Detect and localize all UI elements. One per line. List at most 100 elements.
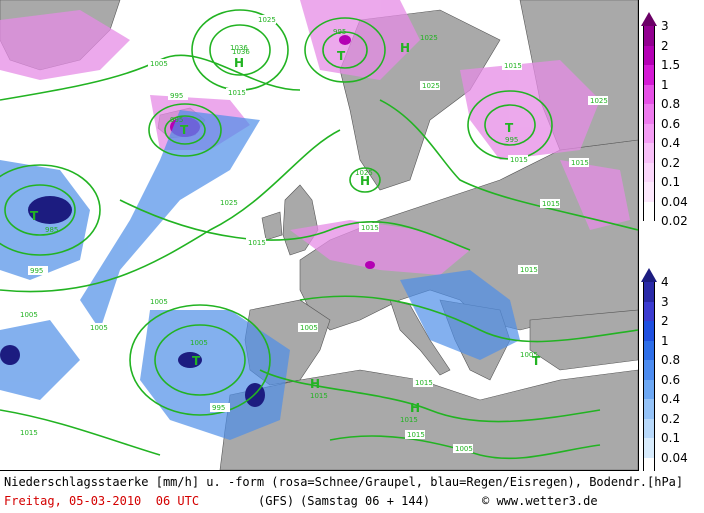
precipitation-map[interactable]: H T T H T T H H T T H 1025 1005 1015 1036 99…: [0, 0, 639, 471]
pressure-center-value: 1025: [420, 34, 438, 42]
isobar-label: 1015: [542, 200, 560, 208]
scale-label: 1.5: [661, 58, 681, 72]
scale-label: 0.04: [661, 450, 688, 465]
pressure-center-value: 985: [45, 226, 58, 234]
scale-color-cell: [643, 162, 655, 182]
scale-label: 0.8: [661, 97, 681, 111]
land-europe: [299, 139, 638, 341]
isobar-label-bg: [226, 88, 246, 97]
isobar-label-bg: [569, 158, 589, 167]
scale-color-cell: [643, 360, 655, 380]
isobar-label: 1005: [455, 445, 473, 453]
pressure-center-h: H: [234, 56, 244, 70]
pressure-center-t: T: [30, 209, 39, 223]
scale-color-cell: [643, 182, 655, 202]
isobar-label: 1005: [90, 324, 108, 332]
land-africa: [219, 369, 638, 470]
isobar-label: 1015: [415, 379, 433, 387]
isobar-label-bg: [230, 47, 250, 56]
scale-label: 0.04: [661, 194, 688, 209]
scale-label: 3: [661, 19, 669, 33]
isobar-label: 1005: [20, 311, 38, 319]
isobar-label-bg: [256, 15, 276, 24]
scale-color-cell: [643, 321, 655, 341]
scale-label: 0.6: [661, 116, 681, 131]
scale-label: 4: [661, 275, 669, 289]
scale-color-cell: [643, 201, 655, 221]
land-italy: [389, 299, 451, 376]
isobar-label-bg: [148, 297, 168, 306]
scale-color-cell: [643, 399, 655, 419]
isobar-label: 1005: [150, 60, 168, 68]
pressure-center-t: T: [505, 121, 514, 135]
isobar-label: 1015: [361, 224, 379, 232]
scale-color-cell: [643, 301, 655, 321]
pressure-center-t: T: [532, 354, 541, 368]
isobar-label-bg: [588, 96, 608, 105]
isobar-label-bg: [168, 91, 188, 100]
isobar-label-bg: [359, 223, 379, 232]
scale-label: 0.2: [661, 411, 681, 426]
isobar-label: 1036: [232, 48, 250, 56]
model-name: (GFS): [258, 494, 295, 508]
isobar-label-bg: [540, 199, 560, 208]
pressure-center-t: T: [180, 123, 189, 137]
scale-color-cell: [643, 26, 655, 46]
pressure-center-value: 1005: [520, 351, 538, 359]
scale-color-cell: [643, 84, 655, 104]
land-turkey: [529, 309, 638, 371]
isobar-label: 1015: [228, 89, 246, 97]
pressure-center-value: 1015: [310, 392, 328, 400]
model-run: (Samstag 06 + 144): [300, 494, 431, 508]
isobar-label: 1015: [248, 239, 266, 247]
scale-color-cell: [643, 143, 655, 163]
pressure-center-value: 1005: [190, 339, 208, 347]
pressure-center-h: H: [360, 174, 370, 188]
credit-link[interactable]: © www.wetter3.de: [482, 494, 598, 508]
isobar-label: 995: [30, 267, 43, 275]
pressure-center-h: H: [400, 41, 410, 55]
chart-description: Niederschlagsstaerke [mm/h] u. -form (ro…: [4, 475, 684, 489]
scale-label: 0.4: [661, 392, 681, 406]
legend-panel: 3 2 1.5 1 0.8 0.6 0.4 0.2 0.1 0.04 0.02 4 3 2 1 0.8 0.6…: [639, 0, 704, 491]
isobar-label: 1025: [258, 16, 276, 24]
scale-label: 0.02: [661, 214, 688, 228]
isobar-label: 1015: [520, 266, 538, 274]
scale-color-cell: [643, 282, 655, 302]
isobar-label: 1025: [590, 97, 608, 105]
pressure-center-t: T: [337, 49, 346, 63]
scale-arrow-bottom: [641, 221, 657, 235]
isobar-label-bg: [218, 198, 238, 207]
scale-arrow-top: [641, 268, 657, 282]
rain-areas: [0, 110, 520, 440]
pressure-centers: H T T H T T H H T T H: [30, 41, 541, 415]
pressure-center-value: 995: [505, 136, 518, 144]
isobar-label: 1015: [571, 159, 589, 167]
isobars: [0, 9, 638, 460]
scale-color-cell: [643, 379, 655, 399]
scale-color-cell: [643, 418, 655, 438]
isobar-label-bg: [88, 323, 108, 332]
pressure-center-value: 1036: [230, 44, 248, 52]
isobar-label: 1015: [510, 156, 528, 164]
scale-label: 0.8: [661, 353, 681, 367]
chart-footer: Niederschlagsstaerke [mm/h] u. -form (ro…: [0, 471, 704, 513]
scale-color-cell: [643, 123, 655, 143]
pressure-center-h: H: [310, 377, 320, 391]
land-ireland: [261, 211, 283, 241]
scale-color-cell: [643, 45, 655, 65]
pressure-center-value: 1025: [355, 169, 373, 177]
scale-label: 1: [661, 333, 669, 348]
isobar-label: 1005: [150, 298, 168, 306]
pressure-center-value: 995: [333, 28, 346, 36]
scale-label: 1: [661, 77, 669, 92]
isobar-labels: 1025 1005 1015 1036 995 1025 1015 1005 1025 1015 1…: [18, 15, 608, 453]
scale-color-cell: [643, 104, 655, 124]
isobar-label: 1015: [504, 62, 522, 70]
scale-color-cell: [643, 340, 655, 360]
pressure-center-value: 1015: [400, 416, 418, 424]
scale-label: 0.2: [661, 155, 681, 170]
scale-color-cell: [643, 438, 655, 458]
pressure-center-h: H: [410, 401, 420, 415]
